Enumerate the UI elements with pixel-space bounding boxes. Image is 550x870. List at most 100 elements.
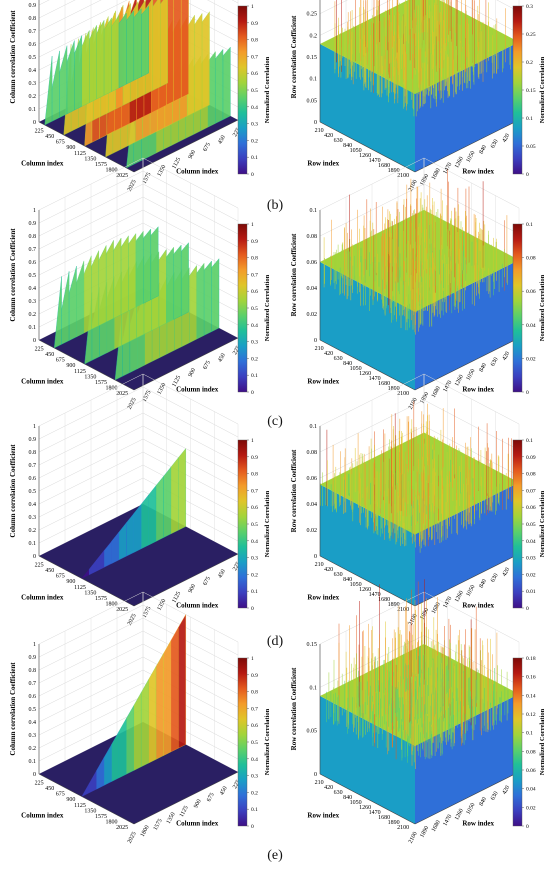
z-tick-label: 0 <box>314 338 317 344</box>
surface-side-right <box>320 262 415 390</box>
y-tick-label: 900 <box>188 149 198 160</box>
colorbar-tick-label: 0.7 <box>251 488 258 494</box>
colorbar-tick-label: 0 <box>526 390 529 396</box>
x-tick-label: 420 <box>324 351 333 357</box>
ridge-segment <box>53 276 62 349</box>
ridge-segment <box>215 48 224 124</box>
x-tick-label: 210 <box>315 346 324 352</box>
x-tick-label: 675 <box>56 358 65 364</box>
x-tick-label: 1350 <box>84 156 96 162</box>
y-tick-label: 225 <box>232 779 242 790</box>
colorbar-tick-label: 0.1 <box>251 373 258 379</box>
x-tick-label: 1470 <box>369 810 381 816</box>
ridge-segment <box>173 244 182 320</box>
ridge-segment <box>89 25 97 104</box>
ridge-segment <box>178 447 187 531</box>
axis-line <box>38 773 135 825</box>
z-tick-label: 0.04 <box>307 286 318 292</box>
z-axis-label: Row correlation Coefficient <box>290 667 298 750</box>
y-tick-label: 1260 <box>454 156 465 169</box>
y-axis-label: Row index <box>462 385 494 393</box>
colorbar-tick-label: 0.4 <box>251 323 258 329</box>
colorbar <box>237 657 248 827</box>
y-tick-label: 1050 <box>466 368 477 381</box>
chart-b-row: 00.050.10.150.20.250.3210420630840105012… <box>290 0 546 193</box>
z-axis-label: Column correlation Coefficient <box>9 444 17 538</box>
colorbar-tick-label: 0.2 <box>251 790 258 796</box>
z-axis-label: Column correlation Coefficient <box>9 228 17 322</box>
colorbar-tick-label: 0.6 <box>251 505 258 511</box>
y-tick-label: 225 <box>232 345 242 356</box>
colorbar-tick-label: 0.8 <box>251 472 258 478</box>
ridge-segment <box>126 10 135 85</box>
y-tick-label: 1575 <box>142 172 153 185</box>
grid-line <box>38 425 239 479</box>
axis-line <box>38 121 135 173</box>
colorbar-tick-label: 0.06 <box>526 505 536 511</box>
x-tick-label: 210 <box>315 780 324 786</box>
colorbar-tick-label: 0.1 <box>526 438 533 444</box>
x-tick-label: 225 <box>35 129 44 135</box>
z-tick-label: 0 <box>314 554 317 560</box>
x-tick-label: 450 <box>45 786 54 792</box>
y-tick-label: 450 <box>217 569 227 580</box>
z-tick-label: 0.2 <box>29 746 37 752</box>
colorbar-tick-label: 0.2 <box>251 356 258 362</box>
z-tick-label: 0.15 <box>307 55 318 61</box>
ridge-segment <box>141 5 149 78</box>
colorbar-tick-label: 0.7 <box>251 706 258 712</box>
z-tick-label: 0 <box>314 120 317 126</box>
colorbar-tick-label: 0.04 <box>526 323 536 329</box>
z-tick-label: 0.25 <box>307 12 318 18</box>
grid-line <box>319 0 520 36</box>
z-tick-label: 0.9 <box>29 221 37 227</box>
x-tick-label: 675 <box>56 792 65 798</box>
y-tick-label: 450 <box>219 786 229 797</box>
colorbar-tick-label: 0.4 <box>251 757 258 763</box>
colorbar-tick-label: 0.05 <box>526 144 536 150</box>
y-axis-label: Column index <box>176 385 219 393</box>
axes: 00.020.040.060.080.121042063084010501260… <box>290 424 523 627</box>
x-tick-label: 420 <box>324 133 333 139</box>
colorbar <box>237 5 248 175</box>
z-tick-label: 0.6 <box>29 476 37 482</box>
z-tick-label: 0.02 <box>307 312 318 318</box>
colorbar-tick-label: 0.6 <box>251 723 258 729</box>
ridge-segment <box>173 0 182 102</box>
z-tick-label: 0.9 <box>29 3 37 9</box>
y-tick-label: 630 <box>490 573 500 584</box>
z-tick-label: 0 <box>33 772 36 778</box>
y-tick-label: 1470 <box>443 814 454 827</box>
y-tick-label: 1350 <box>157 382 168 395</box>
x-tick-label: 630 <box>334 356 343 362</box>
ridge-segment <box>170 457 179 535</box>
axis-line <box>133 337 239 391</box>
ridge-segment <box>170 626 179 753</box>
surface-spikes <box>323 169 508 335</box>
grid-line <box>38 438 239 492</box>
x-tick-label: 420 <box>324 785 333 791</box>
colorbar-tick-label: 0.07 <box>526 488 536 494</box>
ridge-segment <box>160 0 168 88</box>
z-tick-label: 0.5 <box>29 489 37 495</box>
z-axis-label: Row correlation Coefficient <box>290 449 298 532</box>
y-tick-label: 1680 <box>431 168 442 181</box>
z-tick-label: 0.1 <box>310 685 318 691</box>
ridge-segment <box>61 271 70 345</box>
axis-line <box>414 771 520 825</box>
y-tick-label: 675 <box>203 360 213 371</box>
ridge-segment <box>201 11 210 110</box>
ridge-segment <box>135 230 144 308</box>
colorbar-tick-label: 0 <box>526 606 529 612</box>
z-tick-label: 0.08 <box>307 234 318 240</box>
y-tick-label: 1125 <box>179 805 190 818</box>
z-tick-label: 0.7 <box>29 681 37 687</box>
z-tick-label: 0.2 <box>29 312 37 318</box>
axis-line <box>38 339 135 391</box>
y-tick-label: 840 <box>479 144 489 155</box>
z-tick-label: 0.06 <box>307 260 318 266</box>
ridge-segment <box>211 258 220 333</box>
colorbar-tick-label: 0.3 <box>251 340 258 346</box>
y-tick-label: 225 <box>232 561 242 572</box>
ridge-segment <box>148 665 157 764</box>
